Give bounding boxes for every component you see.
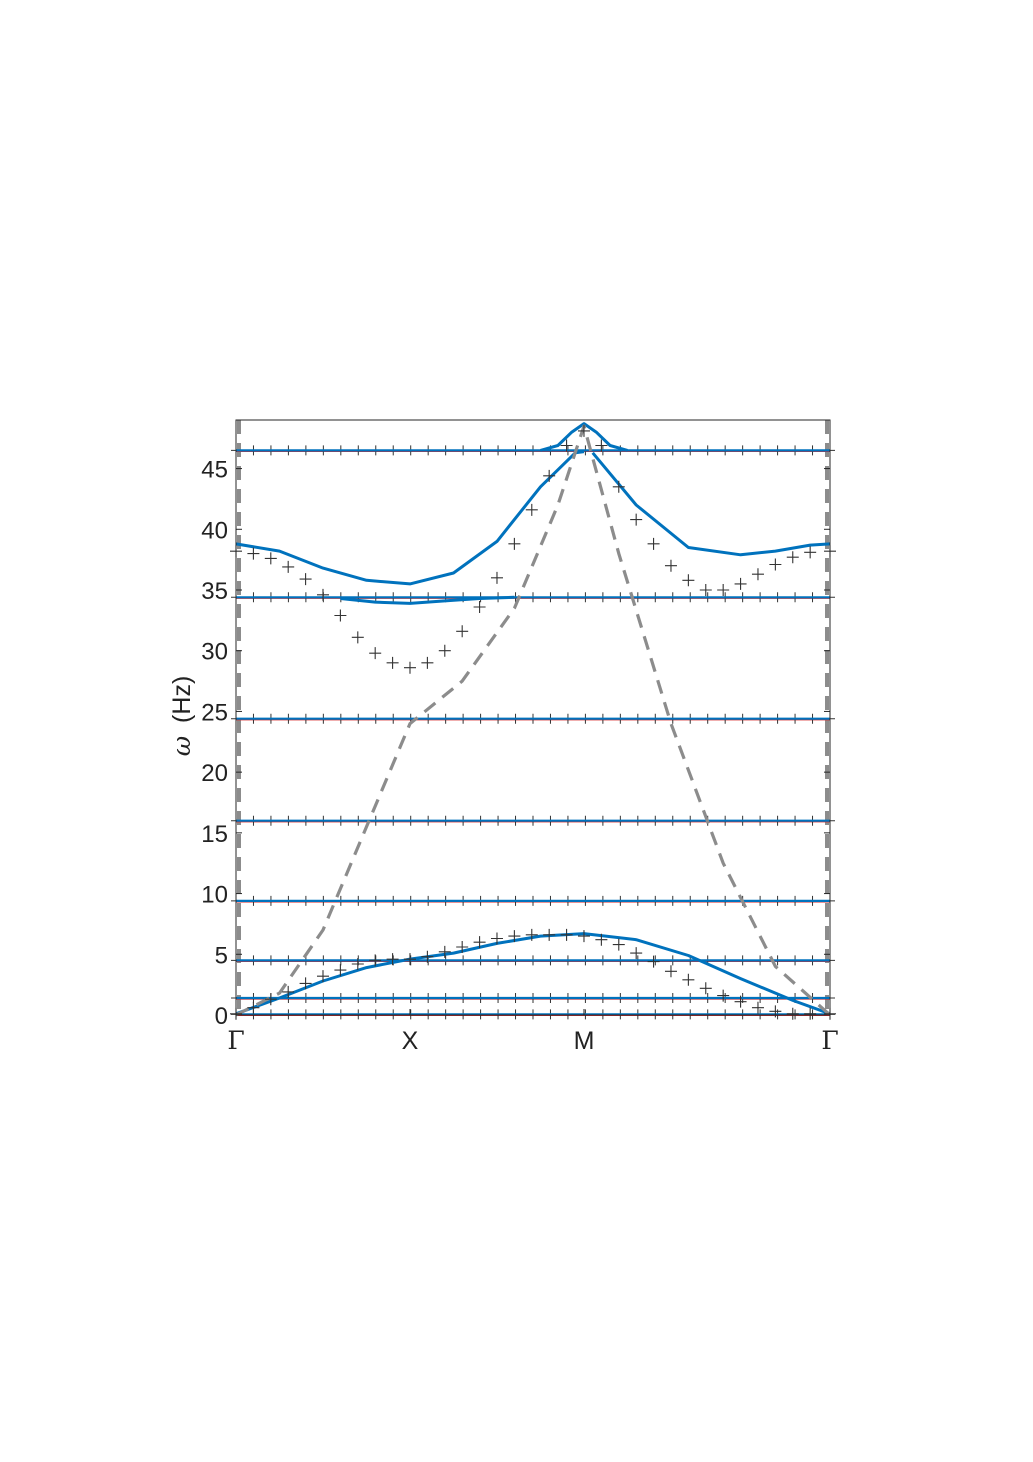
data-point-marker	[421, 656, 434, 669]
data-point-marker	[386, 953, 399, 966]
data-point-marker	[421, 950, 434, 963]
data-point-marker	[577, 930, 590, 943]
data-point-marker	[403, 661, 416, 674]
data-point-marker	[438, 945, 451, 958]
data-point-marker	[438, 644, 451, 657]
data-point-marker	[734, 577, 747, 590]
data-point-marker	[386, 656, 399, 669]
y-tick-label: 5	[215, 942, 228, 969]
data-point-marker	[351, 631, 364, 644]
y-tick-label: 0	[215, 1003, 228, 1030]
y-tick-label: 30	[201, 639, 228, 666]
data-point-marker	[351, 958, 364, 970]
data-point-marker	[717, 584, 730, 596]
data-point-marker	[647, 537, 660, 550]
data-point-marker	[612, 938, 625, 951]
data-point-marker	[247, 547, 260, 560]
data-point-marker	[682, 574, 695, 587]
y-tick-label: 15	[201, 821, 228, 848]
data-point-marker	[334, 964, 347, 977]
y-tick-label: 45	[201, 457, 228, 484]
y-tick-label: 10	[201, 882, 228, 909]
data-point-marker	[525, 503, 538, 516]
data-point-marker	[369, 954, 382, 967]
data-point-marker	[473, 601, 486, 613]
y-axis-label-unit: (Hz)	[168, 676, 196, 723]
dispersion-curve	[340, 595, 515, 605]
data-point-marker	[508, 930, 521, 943]
dispersion-curve	[591, 451, 831, 557]
data-point-marker	[577, 424, 590, 437]
data-point-marker	[786, 551, 799, 564]
data-point-marker	[525, 928, 538, 941]
data-point-marker	[560, 439, 573, 452]
data-point-marker	[543, 469, 556, 482]
data-point-marker	[595, 439, 608, 452]
data-point-marker	[630, 513, 643, 526]
data-point-marker	[751, 1001, 764, 1014]
y-axis-label-symbol: ω	[167, 736, 196, 756]
data-point-marker	[282, 985, 295, 998]
data-point-marker	[612, 480, 625, 493]
data-point-marker	[369, 647, 382, 660]
data-point-marker	[682, 973, 695, 986]
x-tick-label: M	[574, 1027, 595, 1055]
axes-box	[235, 419, 831, 1016]
data-point-marker	[630, 947, 643, 960]
data-point-marker	[595, 933, 608, 946]
y-tick-label: 20	[201, 760, 228, 787]
data-point-marker	[734, 995, 747, 1008]
data-point-marker	[456, 941, 469, 953]
data-point-marker	[804, 546, 817, 559]
y-tick-label: 35	[201, 578, 228, 605]
data-point-marker	[647, 955, 660, 968]
data-point-marker	[299, 977, 312, 990]
plot-content	[230, 420, 836, 1020]
data-point-marker	[664, 559, 677, 572]
data-point-marker	[247, 1001, 260, 1014]
data-point-marker	[316, 588, 329, 601]
data-point-marker	[264, 993, 277, 1006]
data-point-marker	[769, 558, 782, 571]
data-point-marker	[403, 953, 416, 966]
x-tick-label: Γ	[821, 1026, 838, 1055]
data-point-marker	[316, 970, 329, 983]
data-point-marker	[543, 928, 556, 941]
data-point-marker	[751, 568, 764, 581]
data-point-marker	[490, 932, 503, 945]
data-point-marker	[456, 625, 469, 638]
y-tick-label: 25	[201, 699, 228, 726]
dispersion-curve	[235, 450, 585, 586]
data-point-marker	[473, 936, 486, 949]
data-point-marker	[699, 982, 712, 995]
data-point-marker	[717, 989, 730, 1002]
data-point-marker	[334, 609, 347, 622]
data-point-marker	[508, 537, 521, 550]
y-axis-label: ω (Hz)	[167, 676, 196, 757]
data-point-marker	[264, 552, 277, 565]
x-tick-label: Γ	[227, 1026, 244, 1055]
y-axis-ticks: 0 5 10 15 20 25 30 35 40 45	[201, 457, 830, 1030]
dispersion-curve	[235, 932, 831, 1016]
data-point-marker	[664, 965, 677, 978]
dashed-dispersion-curve	[235, 424, 832, 1017]
data-point-marker	[490, 571, 503, 584]
dispersion-curve	[540, 422, 628, 452]
data-point-marker	[699, 584, 712, 596]
y-tick-label: 40	[201, 517, 228, 544]
data-point-marker	[804, 1007, 817, 1020]
data-point-marker	[282, 560, 295, 573]
data-point-marker	[786, 1007, 799, 1020]
data-point-marker	[560, 928, 573, 941]
x-tick-label: X	[402, 1027, 419, 1055]
data-point-marker	[299, 573, 312, 586]
